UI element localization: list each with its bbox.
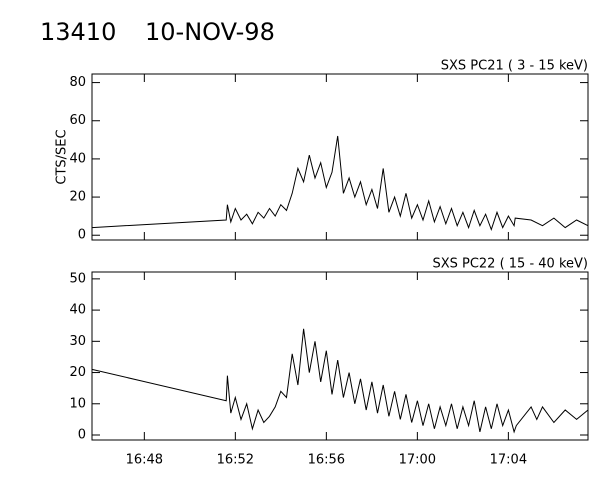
- observation-date: 10-NOV-98: [145, 18, 275, 46]
- y-tick-label: 0: [78, 428, 86, 443]
- y-tick-label: 30: [69, 334, 86, 349]
- y-tick-label: 50: [69, 271, 86, 286]
- y-tick-label: 40: [69, 151, 86, 166]
- y-tick-label: 60: [69, 113, 86, 128]
- x-tick-label: 17:04: [490, 453, 527, 468]
- y-tick-label: 10: [69, 396, 86, 411]
- y-axis-label: CTS/SEC: [55, 129, 70, 184]
- x-tick-label: 16:56: [308, 453, 345, 468]
- y-tick-label: 80: [69, 75, 86, 90]
- plot-frame: [91, 271, 589, 441]
- y-tick-label: 0: [78, 228, 86, 243]
- x-tick-label: 16:48: [126, 453, 163, 468]
- x-tick-label: 17:00: [399, 453, 436, 468]
- y-tick-label: 20: [69, 190, 86, 205]
- y-tick-label: 20: [69, 365, 86, 380]
- data-line: [91, 135, 589, 232]
- panel-title: SXS PC22 ( 15 - 40 keV): [432, 257, 588, 272]
- plot-frame: [91, 73, 589, 241]
- data-line: [91, 328, 589, 434]
- observation-id: 13410: [40, 18, 116, 46]
- y-tick-label: 40: [69, 303, 86, 318]
- x-tick-label: 16:52: [217, 453, 254, 468]
- panel-title: SXS PC21 ( 3 - 15 keV): [441, 59, 588, 74]
